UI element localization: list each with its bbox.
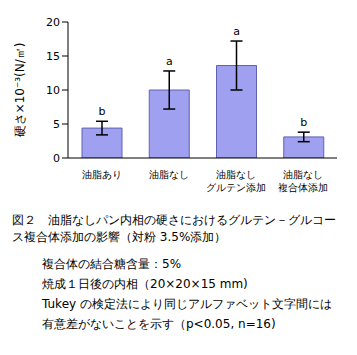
svg-text:油脂なし複合体添加: 油脂なし複合体添加: [278, 169, 328, 193]
svg-text:油脂なし: 油脂なし: [149, 169, 189, 180]
svg-text:5: 5: [53, 118, 60, 131]
svg-text:b: b: [300, 116, 307, 129]
html-text:図２ 油脂なしパン内相の硬さにおけるグルテン－グルコース複合: 図２ 油脂なしパン内相の硬さにおけるグルテン－グルコース複合体添加の影響（対粉 …: [12, 213, 336, 244]
svg-text:油脂なしグルテン添加: 油脂なしグルテン添加: [206, 169, 266, 193]
svg-text:油脂あり: 油脂あり: [82, 169, 122, 180]
svg-text:b: b: [99, 105, 106, 118]
html-text:複合体の結合糖含量：5%: 複合体の結合糖含量：5%: [42, 257, 181, 271]
svg-text:10: 10: [46, 84, 60, 97]
html-text:焼成１日後の内相（20×20×15 mm): 焼成１日後の内相（20×20×15 mm): [42, 277, 248, 291]
html-text:Tukey の検定法により同じアルファベット文字間には: Tukey の検定法により同じアルファベット文字間には: [42, 297, 332, 311]
svg-text:硬さ×10⁻³(N/㎡): 硬さ×10⁻³(N/㎡): [13, 43, 27, 138]
svg-text:a: a: [233, 25, 240, 38]
svg-text:0: 0: [53, 152, 60, 165]
svg-text:15: 15: [46, 50, 60, 63]
svg-text:a: a: [166, 55, 173, 68]
html-text:有意差がないことを示す（p<0.05, n=16): 有意差がないことを示す（p<0.05, n=16): [42, 317, 276, 331]
svg-text:20: 20: [46, 16, 60, 29]
